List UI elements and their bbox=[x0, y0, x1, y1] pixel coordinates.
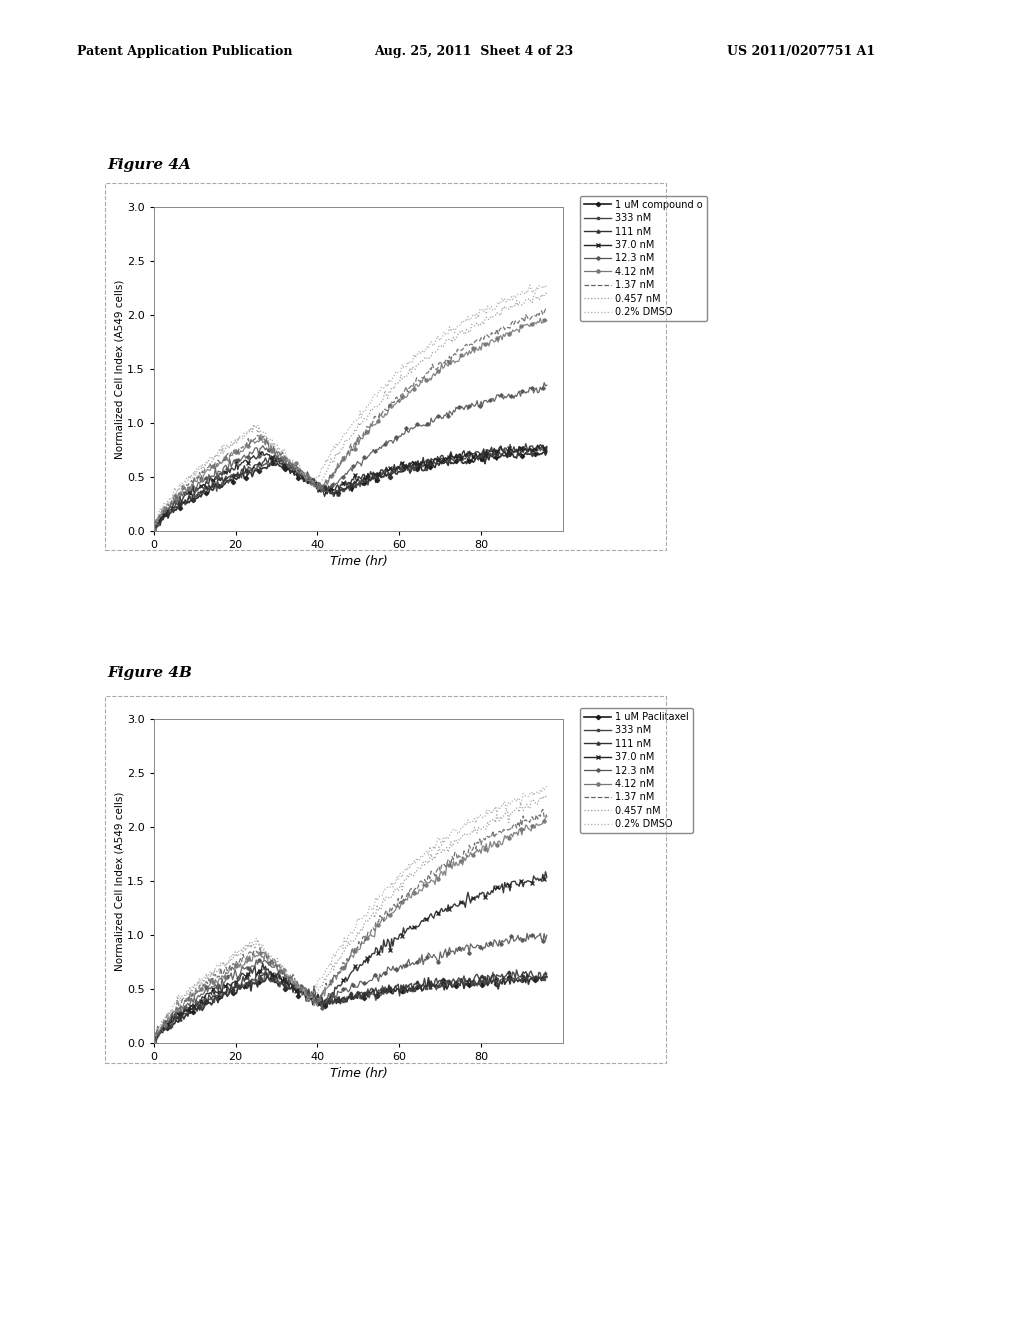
Legend: 1 uM Paclitaxel, 333 nM, 111 nM, 37.0 nM, 12.3 nM, 4.12 nM, 1.37 nM, 0.457 nM, 0: 1 uM Paclitaxel, 333 nM, 111 nM, 37.0 nM… bbox=[581, 708, 693, 833]
Text: Figure 4A: Figure 4A bbox=[108, 158, 191, 172]
Text: Patent Application Publication: Patent Application Publication bbox=[77, 45, 292, 58]
X-axis label: Time (hr): Time (hr) bbox=[330, 1068, 387, 1080]
Y-axis label: Normalized Cell Index (A549 cells): Normalized Cell Index (A549 cells) bbox=[114, 792, 124, 970]
Text: Aug. 25, 2011  Sheet 4 of 23: Aug. 25, 2011 Sheet 4 of 23 bbox=[374, 45, 572, 58]
Text: US 2011/0207751 A1: US 2011/0207751 A1 bbox=[727, 45, 876, 58]
X-axis label: Time (hr): Time (hr) bbox=[330, 556, 387, 568]
Y-axis label: Normalized Cell Index (A549 cells): Normalized Cell Index (A549 cells) bbox=[114, 280, 124, 458]
Text: Figure 4B: Figure 4B bbox=[108, 667, 193, 680]
Legend: 1 uM compound o, 333 nM, 111 nM, 37.0 nM, 12.3 nM, 4.12 nM, 1.37 nM, 0.457 nM, 0: 1 uM compound o, 333 nM, 111 nM, 37.0 nM… bbox=[581, 195, 707, 321]
